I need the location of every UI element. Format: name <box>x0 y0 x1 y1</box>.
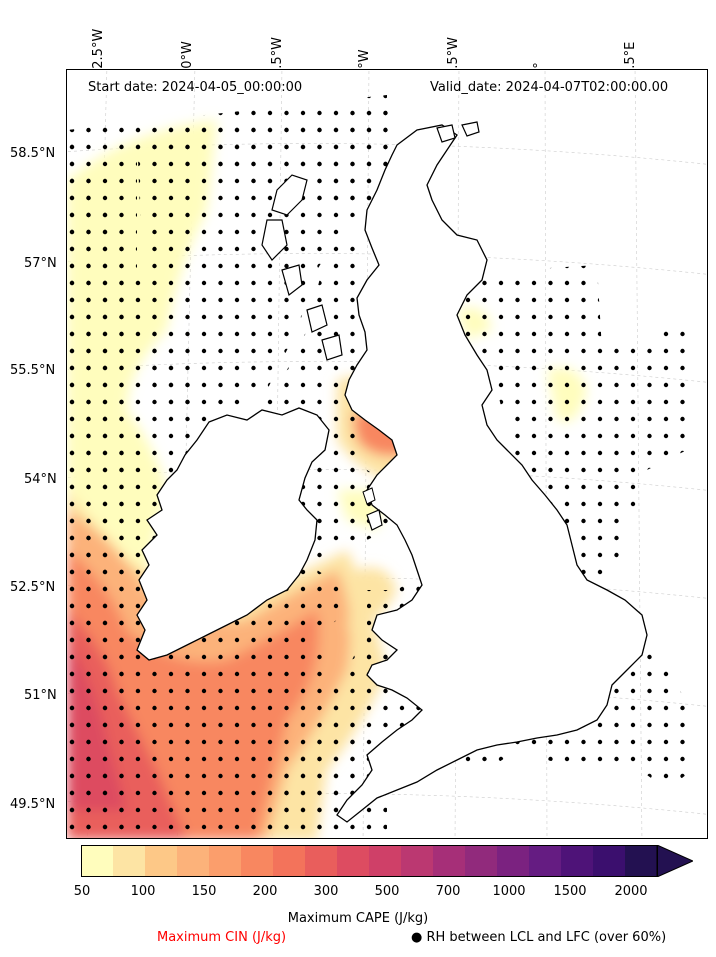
lat-label-51n: 51°N <box>24 688 57 703</box>
colorbar-tick-200: 200 <box>252 884 278 899</box>
colorbar-cell <box>177 845 210 877</box>
colorbar-cell <box>529 845 562 877</box>
lat-label-49-5n: 49.5°N <box>10 797 56 812</box>
start-date: Start date: 2024-04-05_00:00:00 <box>88 80 303 95</box>
great-britain-outline <box>336 124 648 823</box>
colorbar-cell <box>273 845 306 877</box>
colorbar-tick-1500: 1500 <box>553 884 587 899</box>
map-panel <box>66 69 708 839</box>
valid-date: Valid_date: 2024-04-07T02:00:00.00 <box>430 80 669 95</box>
colorbar-cell <box>209 845 242 877</box>
colorbar-tick-300: 300 <box>313 884 339 899</box>
colorbar-tick-1000: 1000 <box>492 884 526 899</box>
isle-of-man <box>362 487 376 505</box>
colorbar-cell <box>81 845 114 877</box>
colorbar-cell <box>305 845 338 877</box>
colorbar-cell <box>433 845 466 877</box>
colorbar-cell <box>401 845 434 877</box>
colorbar-cell <box>145 845 178 877</box>
colorbar-cell <box>369 845 402 877</box>
cape-map <box>67 70 707 838</box>
colorbar-extend-arrow <box>656 845 693 877</box>
colorbar-cell <box>465 845 498 877</box>
colorbar-cell <box>497 845 530 877</box>
colorbar-cell <box>593 845 626 877</box>
colorbar-tick-2000: 2000 <box>614 884 648 899</box>
lat-label-54n: 54°N <box>24 472 57 487</box>
colorbar-cell <box>241 845 274 877</box>
colorbar-tick-50: 50 <box>73 884 91 899</box>
colorbar-cell <box>337 845 370 877</box>
colorbar-title: Maximum CAPE (J/kg) <box>287 911 429 926</box>
rh-legend-label: ● RH between LCL and LFC (over 60%) <box>411 930 667 945</box>
colorbar-cell <box>113 845 146 877</box>
lat-label-55-5n: 55.5°N <box>10 363 56 378</box>
lat-label-52-5n: 52.5°N <box>10 580 56 595</box>
island-outlines <box>261 121 480 531</box>
colorbar-tick-700: 700 <box>435 884 461 899</box>
colorbar-cell <box>625 845 658 877</box>
colorbar-frame <box>81 845 658 877</box>
colorbar-tick-500: 500 <box>374 884 400 899</box>
cape-colorbar <box>81 845 693 877</box>
colorbar-tick-100: 100 <box>130 884 156 899</box>
lat-label-58-5n: 58.5°N <box>10 146 56 161</box>
lat-label-57n: 57°N <box>24 256 57 271</box>
ireland-outline <box>136 407 330 661</box>
colorbar-cell <box>561 845 594 877</box>
cin-legend-label: Maximum CIN (J/kg) <box>157 930 287 945</box>
colorbar-tick-150: 150 <box>191 884 217 899</box>
